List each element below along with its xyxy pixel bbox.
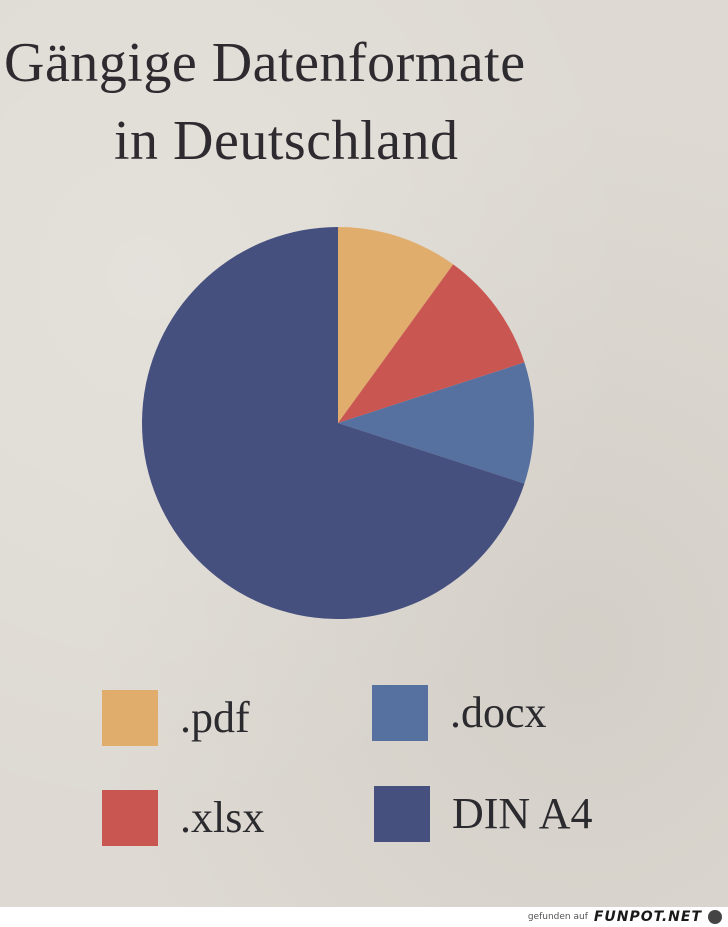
watermark-text: gefunden auf — [527, 912, 588, 922]
legend-label-xlsx: .xlsx — [180, 793, 265, 842]
watermark-footer: gefunden auf FUNPOT.NET — [0, 907, 728, 927]
chart-title-line-1: Gängige Datenformate — [4, 32, 526, 94]
legend-swatch-din-a4 — [374, 786, 430, 842]
legend-label-pdf: .pdf — [180, 693, 250, 742]
legend-label-docx: .docx — [450, 688, 547, 737]
legend-label-din-a4: DIN A4 — [452, 789, 593, 838]
chart-title-line-2: in Deutschland — [114, 110, 459, 172]
pie-slice-xlsx — [338, 264, 525, 423]
legend-swatch-pdf — [102, 690, 158, 746]
legend-swatch-docx — [372, 685, 428, 741]
watermark-logo-icon — [708, 910, 722, 924]
chart-title: Gängige Datenformate in Deutschland — [4, 24, 704, 180]
pie-slice-din-a4 — [142, 227, 525, 619]
pie-slice-pdf — [338, 227, 454, 423]
legend-item-din-a4: DIN A4 — [374, 786, 593, 842]
legend-item-xlsx: .xlsx — [102, 790, 264, 846]
legend-swatch-xlsx — [102, 790, 158, 846]
pie-slice-docx — [338, 362, 535, 484]
legend-item-docx: .docx — [372, 685, 547, 741]
legend-item-pdf: .pdf — [102, 690, 250, 746]
watermark-brand: FUNPOT.NET — [593, 909, 702, 925]
